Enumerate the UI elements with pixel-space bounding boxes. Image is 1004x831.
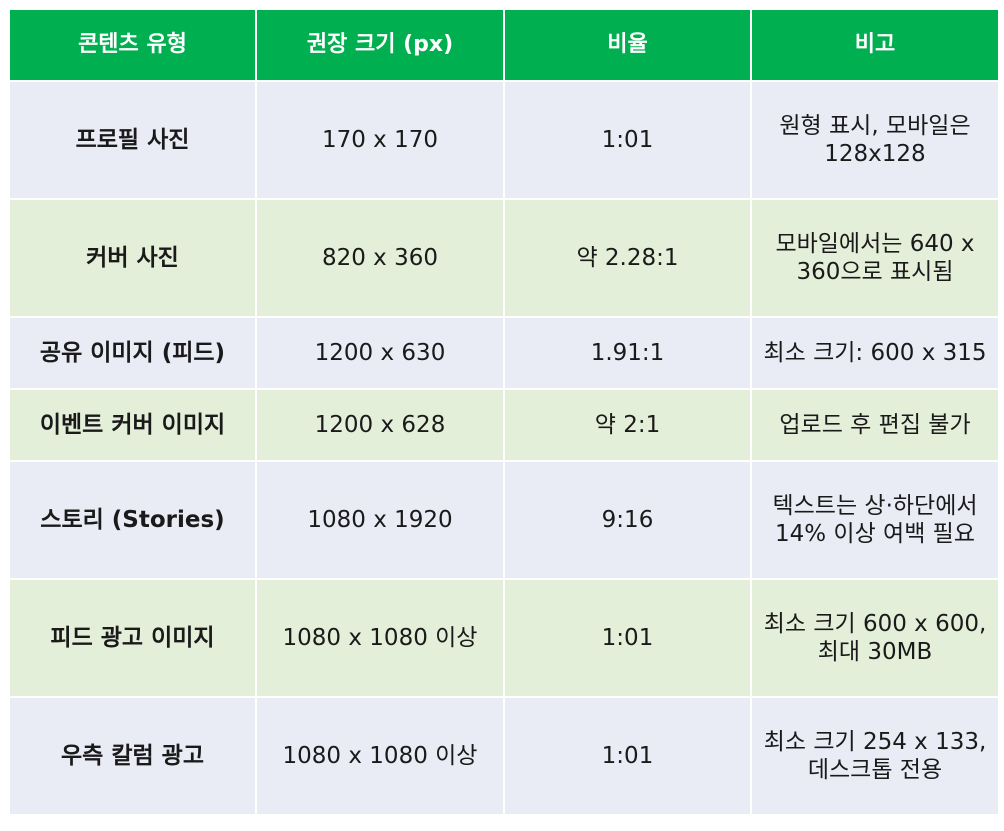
cell-size: 1200 x 630	[255, 316, 505, 390]
header-ratio: 비율	[503, 8, 752, 82]
table-row: 프로필 사진 170 x 170 1:01 원형 표시, 모바일은 128x12…	[8, 80, 1000, 200]
cell-content-type: 공유 이미지 (피드)	[8, 316, 257, 390]
content-size-table-container: 콘텐츠 유형 권장 크기 (px) 비율 비고 프로필 사진 170 x 170…	[8, 8, 1000, 816]
table-header-row: 콘텐츠 유형 권장 크기 (px) 비율 비고	[8, 8, 1000, 82]
cell-note: 텍스트는 상·하단에서 14% 이상 여백 필요	[750, 460, 1000, 580]
table-row: 우측 칼럼 광고 1080 x 1080 이상 1:01 최소 크기 254 x…	[8, 696, 1000, 816]
cell-ratio: 1:01	[503, 696, 752, 816]
header-note: 비고	[750, 8, 1000, 82]
cell-ratio: 1:01	[503, 578, 752, 698]
cell-content-type: 커버 사진	[8, 198, 257, 318]
cell-content-type: 우측 칼럼 광고	[8, 696, 257, 816]
cell-size: 170 x 170	[255, 80, 505, 200]
table-row: 커버 사진 820 x 360 약 2.28:1 모바일에서는 640 x 36…	[8, 198, 1000, 318]
cell-size: 1080 x 1080 이상	[255, 696, 505, 816]
cell-note: 모바일에서는 640 x 360으로 표시됨	[750, 198, 1000, 318]
table-row: 스토리 (Stories) 1080 x 1920 9:16 텍스트는 상·하단…	[8, 460, 1000, 580]
cell-content-type: 이벤트 커버 이미지	[8, 388, 257, 462]
header-content-type: 콘텐츠 유형	[8, 8, 257, 82]
cell-ratio: 1:01	[503, 80, 752, 200]
table-row: 공유 이미지 (피드) 1200 x 630 1.91:1 최소 크기: 600…	[8, 316, 1000, 390]
cell-ratio: 약 2.28:1	[503, 198, 752, 318]
cell-content-type: 스토리 (Stories)	[8, 460, 257, 580]
cell-size: 820 x 360	[255, 198, 505, 318]
table-row: 피드 광고 이미지 1080 x 1080 이상 1:01 최소 크기 600 …	[8, 578, 1000, 698]
cell-size: 1200 x 628	[255, 388, 505, 462]
cell-size: 1080 x 1080 이상	[255, 578, 505, 698]
cell-note: 최소 크기 600 x 600, 최대 30MB	[750, 578, 1000, 698]
cell-note: 최소 크기 254 x 133, 데스크톱 전용	[750, 696, 1000, 816]
table-row: 이벤트 커버 이미지 1200 x 628 약 2:1 업로드 후 편집 불가	[8, 388, 1000, 462]
header-recommended-size: 권장 크기 (px)	[255, 8, 505, 82]
content-size-table: 콘텐츠 유형 권장 크기 (px) 비율 비고 프로필 사진 170 x 170…	[8, 8, 1000, 816]
cell-note: 업로드 후 편집 불가	[750, 388, 1000, 462]
cell-ratio: 9:16	[503, 460, 752, 580]
cell-ratio: 1.91:1	[503, 316, 752, 390]
cell-note: 최소 크기: 600 x 315	[750, 316, 1000, 390]
cell-ratio: 약 2:1	[503, 388, 752, 462]
cell-note: 원형 표시, 모바일은 128x128	[750, 80, 1000, 200]
cell-content-type: 피드 광고 이미지	[8, 578, 257, 698]
cell-content-type: 프로필 사진	[8, 80, 257, 200]
cell-size: 1080 x 1920	[255, 460, 505, 580]
